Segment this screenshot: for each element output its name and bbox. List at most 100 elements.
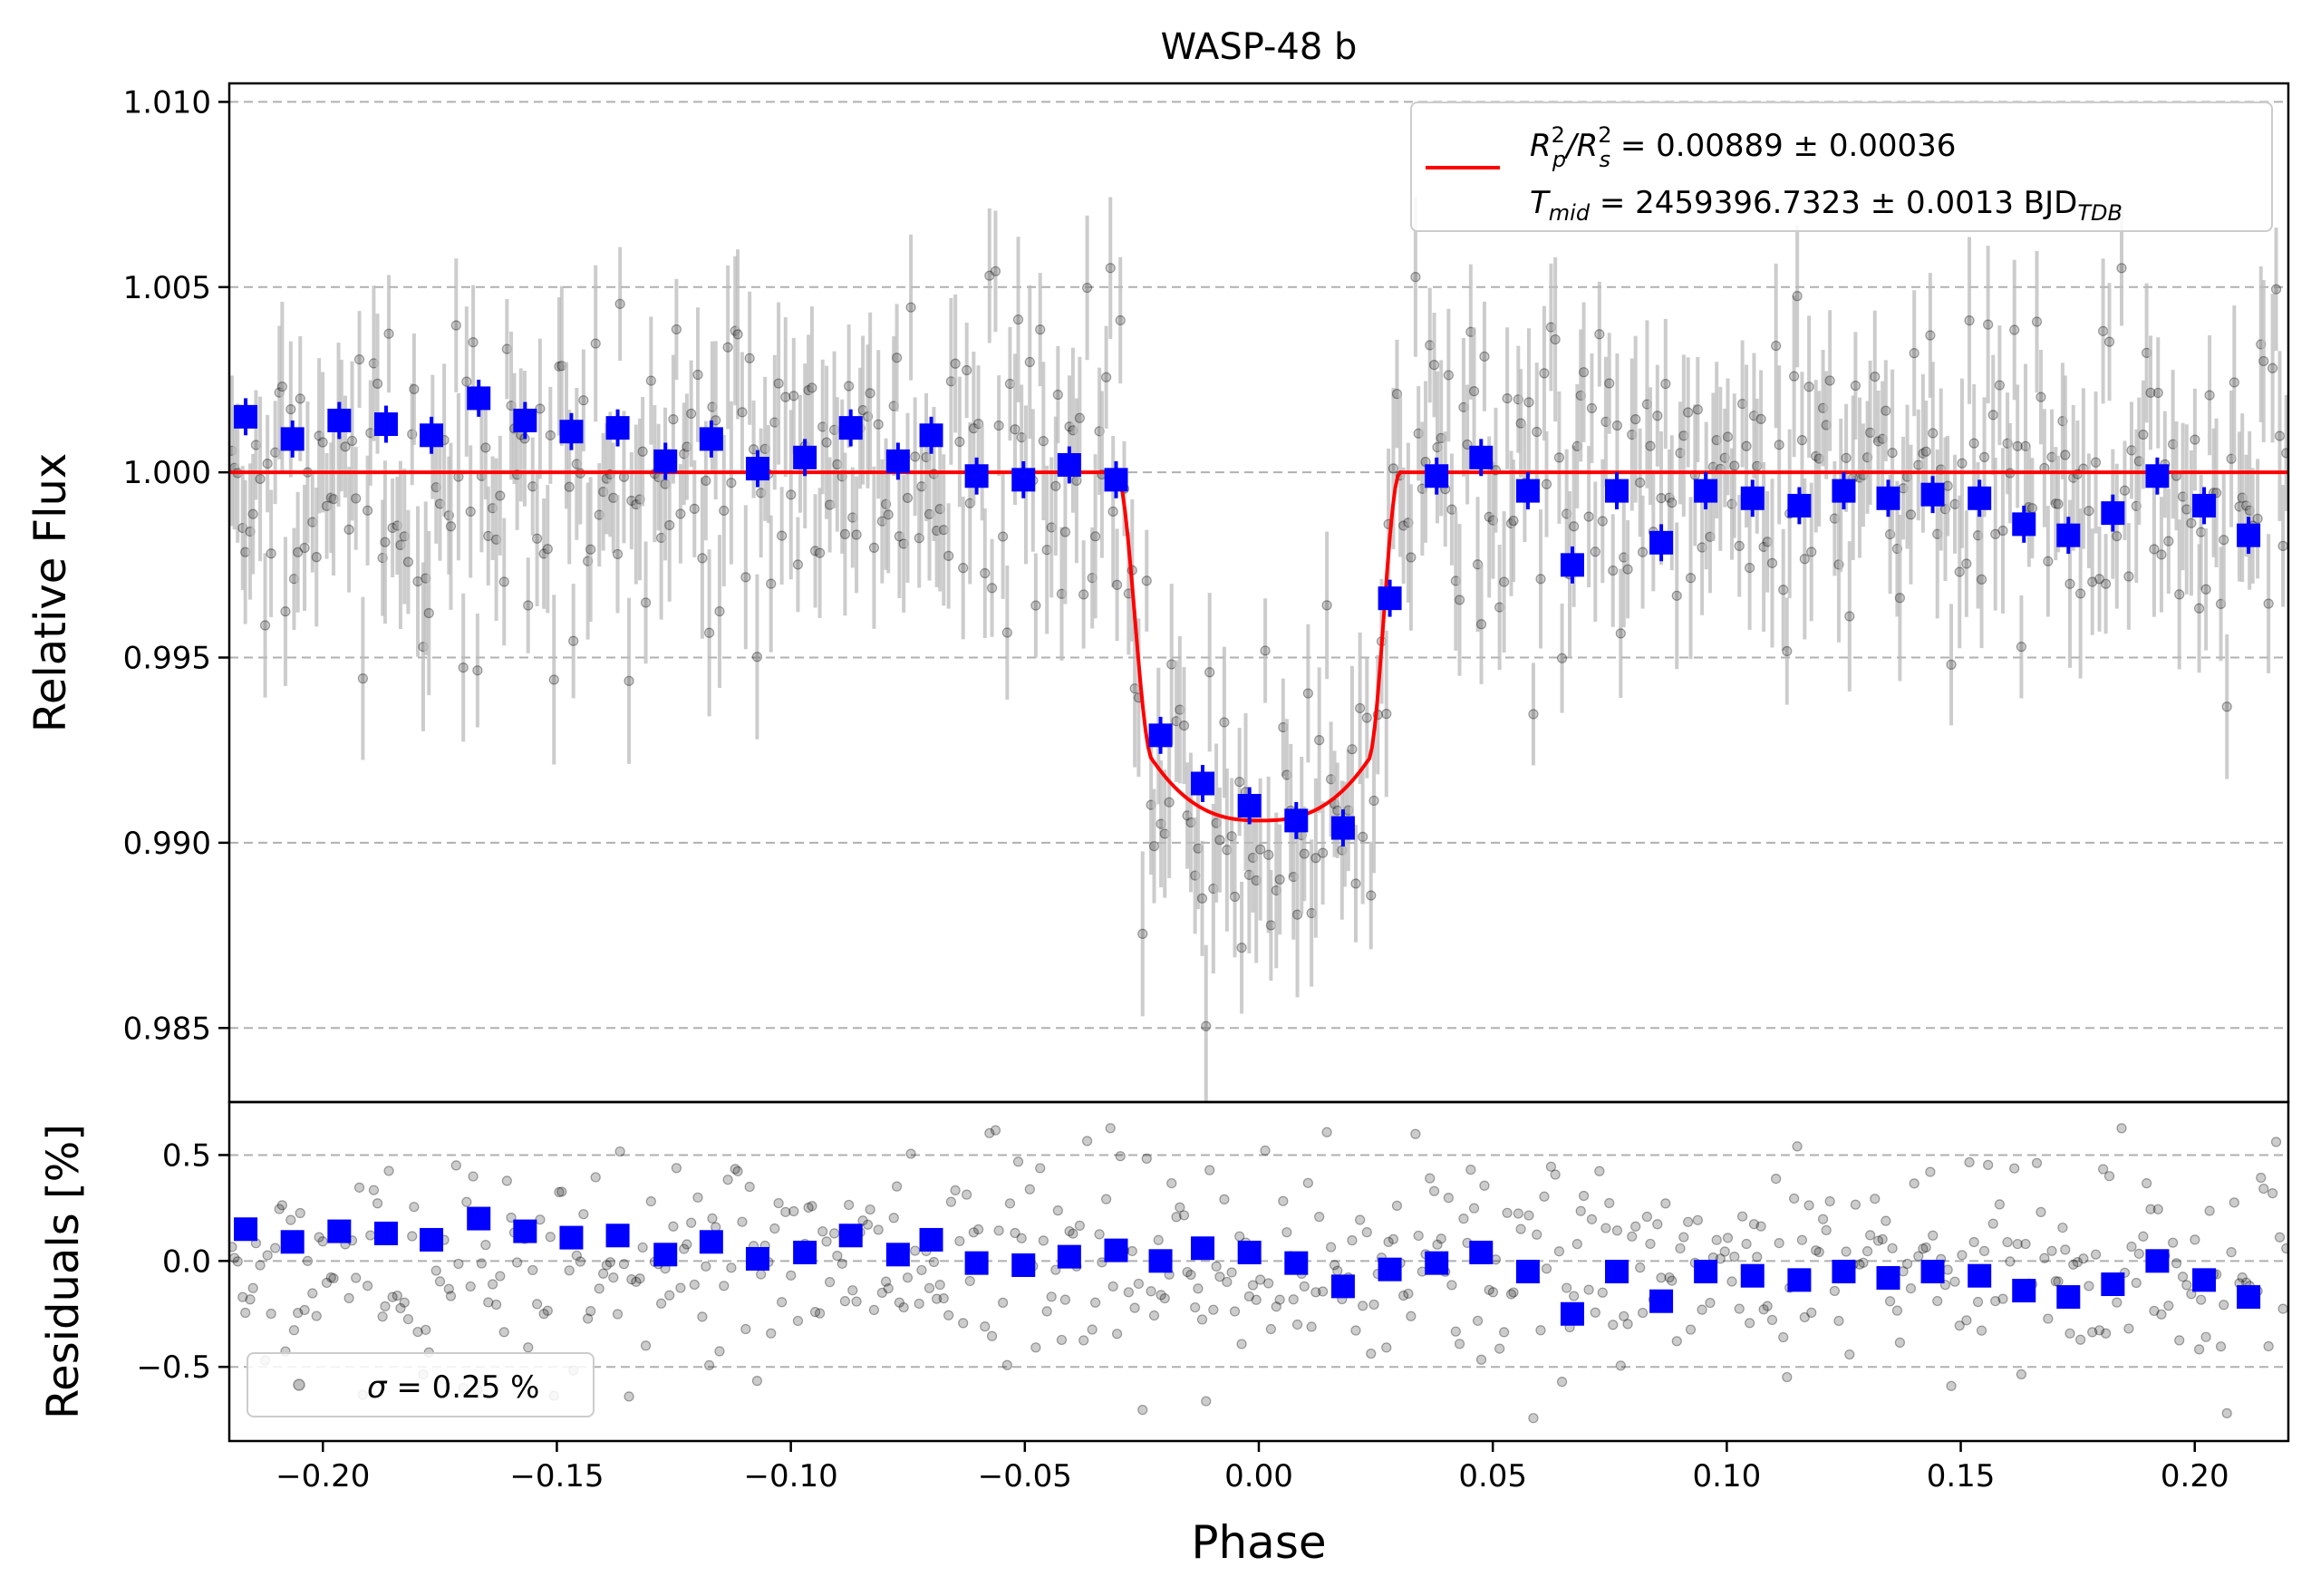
raw-residual-point xyxy=(2043,1313,2054,1324)
raw-flux-point xyxy=(1983,319,1994,330)
raw-residual-point xyxy=(675,1282,686,1293)
raw-residual-point xyxy=(2226,1247,2237,1258)
raw-flux-point xyxy=(2204,390,2215,401)
raw-residual-point xyxy=(1255,1274,1266,1285)
raw-flux-point xyxy=(1734,540,1745,551)
raw-residual-point xyxy=(1877,1233,1888,1244)
raw-residual-point xyxy=(1115,1151,1126,1162)
raw-residual-point xyxy=(2060,1244,2071,1255)
legend-raw-marker xyxy=(293,1378,305,1391)
raw-residual-point xyxy=(2098,1164,2109,1175)
x-tick-label: 0.10 xyxy=(1693,1458,1762,1494)
raw-residual-point xyxy=(880,1276,892,1287)
raw-flux-point xyxy=(1586,402,1598,414)
raw-residual-point xyxy=(1932,1295,1943,1307)
raw-residual-point xyxy=(1884,1296,1896,1307)
binned-residual-point xyxy=(2101,1272,2125,1297)
raw-flux-point xyxy=(1994,380,2005,391)
raw-flux-point xyxy=(722,342,733,353)
raw-residual-point xyxy=(1494,1343,1505,1354)
raw-residual-point xyxy=(932,1293,943,1304)
raw-residual-point xyxy=(571,1250,582,1261)
raw-residual-point xyxy=(2270,1137,2282,1147)
raw-residual-point xyxy=(2149,1305,2160,1317)
raw-residual-point xyxy=(1972,1296,1984,1308)
raw-flux-point xyxy=(1101,372,1112,382)
raw-residual-point xyxy=(1035,1163,1046,1174)
raw-residual-point xyxy=(2263,1340,2274,1352)
raw-residual-point xyxy=(1722,1233,1734,1243)
raw-flux-point xyxy=(1803,382,1814,392)
raw-residual-point xyxy=(2219,1300,2229,1311)
raw-residual-point xyxy=(2068,1259,2079,1270)
raw-residual-point xyxy=(689,1279,700,1291)
raw-flux-point xyxy=(1443,370,1454,381)
raw-residual-point xyxy=(1656,1272,1667,1283)
raw-residual-point xyxy=(1858,1257,1869,1268)
raw-residual-point xyxy=(1562,1282,1572,1293)
raw-residual-point xyxy=(938,1293,949,1304)
raw-residual-point xyxy=(399,1297,410,1308)
raw-flux-point xyxy=(2064,578,2075,589)
raw-residual-point xyxy=(1410,1128,1421,1139)
raw-flux-point xyxy=(1111,579,1123,590)
raw-flux-point xyxy=(2084,506,2094,517)
raw-residual-point xyxy=(1692,1214,1703,1225)
residual-y-axis-label: Residuals [%] xyxy=(38,1124,89,1419)
raw-residual-point xyxy=(1274,1294,1285,1305)
raw-flux-point xyxy=(905,302,916,313)
binned-residual-point xyxy=(1920,1260,1945,1283)
raw-flux-point xyxy=(865,388,875,399)
raw-residual-point xyxy=(2009,1163,2020,1174)
raw-residual-point xyxy=(1597,1287,1608,1298)
binned-flux-point xyxy=(653,449,678,473)
raw-residual-point xyxy=(495,1271,506,1282)
raw-flux-point xyxy=(1078,589,1089,600)
raw-flux-point xyxy=(2112,531,2122,542)
raw-residual-point xyxy=(1705,1297,1716,1309)
raw-flux-point xyxy=(1850,380,1861,392)
raw-residual-point xyxy=(1024,1184,1035,1195)
raw-residual-point xyxy=(1090,1297,1101,1308)
raw-residual-point xyxy=(1046,1291,1057,1302)
raw-flux-point xyxy=(744,353,755,363)
raw-residual-point xyxy=(1325,1242,1337,1253)
raw-flux-point xyxy=(357,673,369,684)
raw-residual-point xyxy=(1243,1291,1254,1302)
raw-flux-point xyxy=(1583,511,1594,522)
raw-flux-point xyxy=(380,537,391,547)
binned-residual-point xyxy=(1237,1240,1262,1264)
raw-flux-point xyxy=(1870,372,1881,382)
raw-residual-point xyxy=(934,1279,945,1291)
raw-flux-point xyxy=(1178,720,1190,731)
raw-flux-point xyxy=(1255,844,1266,855)
raw-residual-point xyxy=(1850,1199,1861,1210)
raw-residual-point xyxy=(1383,1236,1394,1247)
raw-flux-point xyxy=(1553,452,1565,463)
raw-residual-point xyxy=(2138,1231,2149,1242)
raw-flux-point xyxy=(293,547,304,557)
raw-residual-point xyxy=(968,1227,979,1238)
raw-residual-point xyxy=(1097,1257,1107,1268)
raw-residual-point xyxy=(2112,1297,2122,1308)
raw-residual-point xyxy=(1978,1245,1990,1256)
raw-residual-point xyxy=(1465,1165,1476,1175)
raw-residual-point xyxy=(2031,1157,2043,1168)
raw-flux-point xyxy=(1004,378,1016,390)
raw-residual-point xyxy=(229,1242,237,1253)
binned-flux-point xyxy=(1011,468,1036,492)
raw-residual-point xyxy=(851,1296,862,1307)
raw-residual-point xyxy=(1928,1230,1939,1241)
raw-flux-point xyxy=(1604,378,1615,389)
raw-residual-point xyxy=(894,1297,905,1308)
raw-residual-point xyxy=(1064,1225,1075,1237)
raw-residual-point xyxy=(1004,1198,1016,1209)
raw-residual-point xyxy=(631,1276,642,1287)
binned-flux-point xyxy=(1469,445,1494,469)
raw-flux-point xyxy=(1894,593,1906,604)
raw-residual-point xyxy=(910,1245,921,1256)
raw-flux-point xyxy=(1630,414,1641,425)
raw-residual-point xyxy=(1905,1282,1917,1294)
raw-residual-point xyxy=(1997,1293,2008,1304)
raw-residual-point xyxy=(1310,1287,1321,1298)
